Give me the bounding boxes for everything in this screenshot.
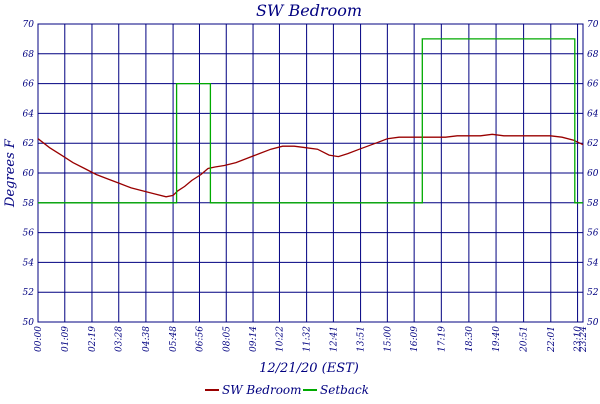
y-tick-label-left: 56: [23, 229, 35, 239]
y-axis-label: Degrees F: [3, 138, 18, 208]
y-tick-label-right: 58: [587, 199, 599, 209]
y-tick-label-left: 62: [23, 139, 35, 149]
y-tick-label-right: 70: [587, 20, 599, 30]
y-tick-label-right: 66: [587, 80, 599, 90]
x-tick-label: 03:28: [115, 326, 125, 352]
y-tick-label-right: 50: [587, 318, 599, 328]
y-tick-label-left: 70: [23, 20, 35, 30]
y-tick-label-left: 64: [23, 109, 35, 119]
series-lines: [37, 38, 584, 204]
x-tick-label: 01:09: [61, 326, 71, 352]
x-tick-label: 10:22: [275, 326, 285, 352]
x-axis-label: 12/21/20 (EST): [259, 361, 359, 376]
x-tick-label: 05:48: [169, 326, 179, 352]
x-tick-label: 12:41: [329, 326, 339, 352]
x-tick-label: 16:09: [410, 326, 420, 352]
y-tick-label-left: 68: [23, 50, 35, 60]
x-tick-label: 18:30: [465, 326, 475, 352]
x-tick-label: 23:24: [579, 326, 589, 353]
series-line-sw-bedroom: [37, 133, 584, 198]
x-tick-label: 06:56: [195, 326, 205, 352]
x-tick-label: 20:51: [520, 326, 530, 353]
x-tick-label: 04:38: [142, 326, 152, 352]
series-line-setback: [38, 38, 583, 204]
x-tick-label: 08:05: [222, 326, 232, 352]
y-tick-label-left: 58: [23, 199, 35, 209]
y-tick-labels: 50 50 52 52 54 54 56 56 58 58 60 60 62 62 64 64 66 66 68 68…: [23, 20, 599, 328]
y-tick-label-left: 50: [23, 318, 35, 328]
y-tick-label-right: 62: [587, 139, 599, 149]
y-tick-label-right: 68: [587, 50, 599, 60]
x-tick-label: 09:14: [249, 326, 259, 352]
y-tick-label-right: 60: [587, 169, 599, 179]
y-tick-label-right: 54: [587, 258, 599, 268]
legend-label-sw-bedroom: SW Bedroom: [222, 383, 302, 397]
y-tick-label-left: 60: [23, 169, 35, 179]
x-tick-label: 15:00: [383, 326, 393, 352]
grid-lines: [37, 23, 584, 323]
x-tick-label: 11:32: [303, 326, 313, 352]
x-tick-label: 19:40: [492, 326, 502, 352]
y-tick-label-right: 56: [587, 229, 599, 239]
x-tick-label: 13:51: [357, 326, 367, 352]
y-tick-label-right: 52: [587, 288, 599, 298]
legend: SW Bedroom Setback: [205, 383, 369, 397]
y-tick-label-left: 52: [23, 288, 35, 298]
x-tick-label: 22:01: [547, 326, 557, 353]
y-tick-label-left: 54: [23, 258, 35, 268]
x-tick-label: 23:10: [574, 326, 584, 353]
legend-label-setback: Setback: [320, 383, 369, 397]
x-tick-labels: 00:00 01:09 02:19 03:28 04:38 05:48 06:56 08:05…: [34, 326, 589, 353]
y-tick-label-left: 66: [23, 80, 35, 90]
chart-title: SW Bedroom: [256, 1, 362, 20]
x-tick-label: 17:19: [437, 326, 447, 352]
x-tick-label: 02:19: [88, 326, 98, 352]
y-tick-label-right: 64: [587, 109, 599, 119]
x-tick-label: 00:00: [34, 326, 44, 352]
